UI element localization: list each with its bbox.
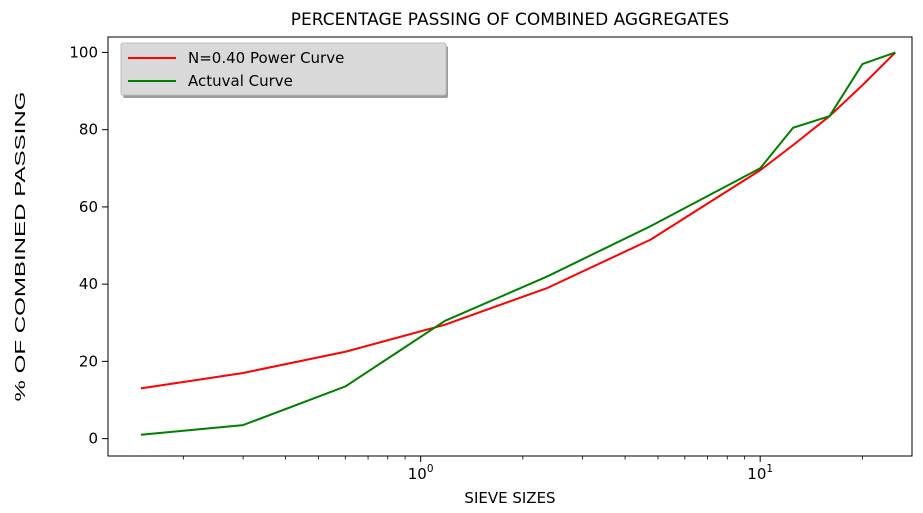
y-tick-label: 20 bbox=[79, 352, 98, 370]
y-axis: 0 20 40 60 80 100 bbox=[69, 43, 108, 448]
legend-label: N=0.40 Power Curve bbox=[188, 49, 344, 67]
legend: N=0.40 Power Curve Actuval Curve bbox=[120, 42, 448, 98]
legend-label: Actuval Curve bbox=[188, 72, 293, 90]
x-axis-title: SIEVE SIZES bbox=[464, 489, 555, 507]
series-line bbox=[140, 51, 896, 436]
y-tick-label: 100 bbox=[69, 43, 98, 61]
y-tick-label: 0 bbox=[88, 430, 98, 448]
x-tick-label: 100 bbox=[408, 463, 434, 483]
series-line bbox=[140, 51, 896, 390]
plot-frame bbox=[107, 36, 913, 457]
chart-title: PERCENTAGE PASSING OF COMBINED AGGREGATE… bbox=[291, 10, 729, 30]
x-axis: 100 101 bbox=[182, 456, 863, 483]
y-axis-title: % OF COMBINED PASSING bbox=[12, 92, 29, 402]
series-layer bbox=[140, 51, 896, 436]
y-tick-label: 40 bbox=[79, 275, 98, 293]
x-tick-label: 101 bbox=[747, 463, 773, 483]
legend-box bbox=[120, 42, 447, 96]
y-tick-label: 60 bbox=[79, 198, 98, 216]
y-tick-label: 80 bbox=[79, 121, 98, 139]
